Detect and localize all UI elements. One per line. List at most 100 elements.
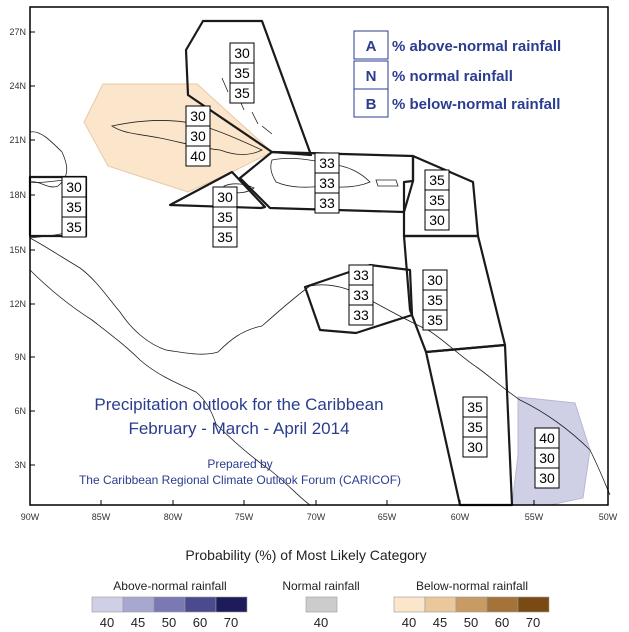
- legend-key-box: [353, 88, 389, 118]
- region-box-cuba: 30 30 40: [185, 105, 211, 167]
- below-normal-value: 70: [526, 615, 540, 630]
- region-box-aruba-curacao: 33 33 33: [348, 264, 374, 326]
- probability-value: 30: [190, 128, 206, 144]
- below-normal-swatch: [424, 596, 457, 613]
- below-normal-swatch: [455, 596, 488, 613]
- probability-value: 30: [539, 470, 555, 486]
- lon-tick-label: 75W: [235, 512, 254, 522]
- probability-value: 35: [66, 199, 82, 215]
- lon-tick-label: 70W: [307, 512, 326, 522]
- probability-value: 35: [467, 419, 483, 435]
- central-america-pacific-coast: [29, 269, 217, 425]
- central-america-coast: [29, 237, 311, 355]
- legend-key-box: [353, 30, 389, 60]
- probability-value: 35: [427, 292, 443, 308]
- probability-value: 35: [234, 65, 250, 81]
- probability-value: 30: [467, 439, 483, 455]
- probability-cell: [61, 216, 87, 238]
- prepared-by-label: Prepared by: [207, 457, 272, 471]
- legend-key-letter: N: [366, 68, 377, 85]
- probability-value: 33: [319, 155, 335, 171]
- below-normal-swatch: [517, 596, 550, 613]
- above-normal-swatch: [184, 596, 217, 613]
- above-normal-value: 70: [224, 615, 238, 630]
- probability-scale-title: Probability (%) of Most Likely Category: [185, 547, 426, 563]
- caricof-label: The Caribbean Regional Climate Outlook F…: [79, 473, 401, 487]
- normal-swatch: [305, 596, 338, 613]
- probability-value: 35: [427, 312, 443, 328]
- probability-cell: [314, 192, 340, 214]
- lon-tick-label: 50W: [599, 512, 618, 522]
- probability-cell: [229, 82, 255, 104]
- region-box-guyana: 35 35 30: [462, 396, 488, 458]
- above-normal-swatch: [122, 596, 155, 613]
- lat-tick-label: 12N: [9, 299, 26, 309]
- normal-scale-label: Normal rainfall: [282, 579, 359, 593]
- probability-value: 40: [539, 430, 555, 446]
- legend-key-label: % below-normal rainfall: [392, 96, 560, 113]
- below-normal-value: 50: [464, 615, 478, 630]
- above-normal-swatch: [215, 596, 248, 613]
- probability-value: 35: [217, 209, 233, 225]
- cuba-coast: [110, 119, 263, 155]
- below-normal-swatch: [393, 596, 426, 613]
- lon-tick-label: 85W: [92, 512, 111, 522]
- legend-key-letter: A: [366, 38, 377, 55]
- below-normal-value: 60: [495, 615, 509, 630]
- probability-cell: [212, 226, 238, 248]
- region-box-leeward-islands: 35 35 30: [424, 169, 450, 231]
- probability-cell: [185, 145, 211, 167]
- region-outlines: [28, 19, 514, 507]
- normal-value: 40: [314, 615, 328, 630]
- region-box-windward-islands: 30 35 35: [422, 269, 448, 331]
- below-normal-swatch: [486, 596, 519, 613]
- probability-value: 30: [190, 108, 206, 124]
- windward-region-outline: [402, 234, 507, 354]
- probability-value: 30: [234, 45, 250, 61]
- outlook-period: February - March - April 2014: [128, 419, 349, 438]
- region-box-french-guiana: 40 30 30: [534, 427, 560, 489]
- lon-tick-label: 90W: [21, 512, 40, 522]
- probability-cell: [348, 304, 374, 326]
- lat-tick-label: 3N: [14, 460, 26, 470]
- legend-key-box: [353, 60, 389, 90]
- south-america-interior-boundary: [215, 423, 311, 506]
- below-normal-shaded-area: [83, 83, 273, 193]
- lat-tick-label: 9N: [14, 352, 26, 362]
- lat-tick-label: 27N: [9, 27, 26, 37]
- probability-cell: [422, 309, 448, 331]
- probability-value: 33: [353, 307, 369, 323]
- probability-value: 30: [427, 272, 443, 288]
- above-normal-value: 60: [193, 615, 207, 630]
- below-normal-value: 45: [433, 615, 447, 630]
- category-legend: A % above-normal rainfall N % normal rainfa…: [353, 30, 561, 118]
- region-box-hispaniola: 33 33 33: [314, 152, 340, 214]
- legend-key-letter: B: [366, 96, 377, 113]
- puerto-rico-coast: [375, 179, 399, 187]
- above-normal-value: 45: [131, 615, 145, 630]
- probability-cell: [424, 209, 450, 231]
- below-normal-value: 40: [402, 615, 416, 630]
- above-normal-swatch: [153, 596, 186, 613]
- lon-tick-label: 80W: [164, 512, 183, 522]
- probability-value: 33: [319, 195, 335, 211]
- longitude-axis: 90W 85W 80W 75W 70W 65W 60W 55W 50W: [21, 500, 618, 522]
- probability-value: 35: [217, 229, 233, 245]
- lat-tick-label: 21N: [9, 135, 26, 145]
- above-normal-swatch: [91, 596, 124, 613]
- lat-tick-label: 6N: [14, 406, 26, 416]
- region-box-belize: 30 35 35: [61, 176, 87, 238]
- lat-tick-label: 18N: [9, 190, 26, 200]
- region-value-boxes: 3035353030403035353035353333333535303333…: [61, 42, 560, 489]
- probability-value: 33: [353, 287, 369, 303]
- above-normal-scale-label: Above-normal rainfall: [113, 579, 226, 593]
- probability-cell: [462, 436, 488, 458]
- probability-value: 35: [429, 172, 445, 188]
- below-normal-scale-label: Below-normal rainfall: [416, 579, 528, 593]
- lat-tick-label: 24N: [9, 81, 26, 91]
- lon-tick-label: 60W: [451, 512, 470, 522]
- legend-key-label: % above-normal rainfall: [392, 38, 561, 55]
- probability-value: 30: [66, 179, 82, 195]
- lat-tick-label: 15N: [9, 245, 26, 255]
- probability-value: 35: [429, 192, 445, 208]
